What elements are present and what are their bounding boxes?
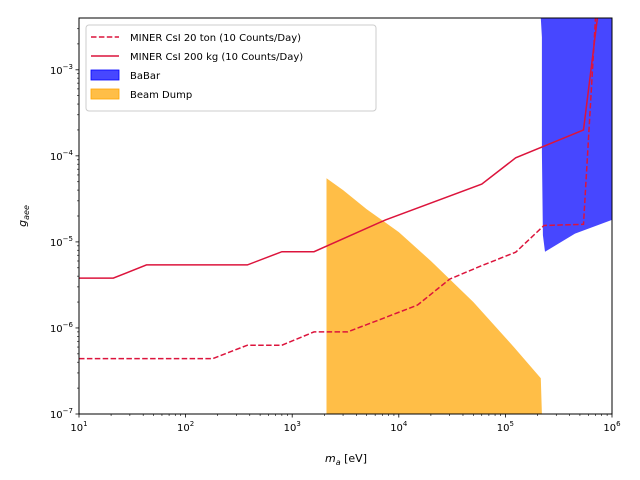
legend-label-miner-csi-200-kg-10-counts-day: MINER CsI 200 kg (10 Counts/Day) [130, 52, 303, 63]
x-tick-label: 105 [497, 420, 514, 434]
y-tick-label: 10−6 [50, 321, 74, 335]
x-tick-label: 106 [603, 420, 621, 434]
y-tick-label: 10−5 [50, 235, 73, 249]
y-tick-label: 10−4 [50, 149, 74, 163]
x-axis-label: ma [eV] [325, 452, 367, 467]
x-tick-label: 102 [177, 420, 194, 434]
area-layer [326, 18, 612, 414]
legend-box [85, 24, 377, 112]
legend-label-miner-csi-20-ton-10-counts-day: MINER CsI 20 ton (10 Counts/Day) [130, 33, 301, 44]
babar-area [540, 18, 612, 252]
legend-swatch-babar [90, 69, 120, 81]
y-tick-label: 10−7 [50, 407, 73, 421]
legend-label-babar: BaBar [130, 71, 161, 82]
legend: MINER CsI 20 ton (10 Counts/Day) MINER Cs… [85, 24, 377, 112]
miner-csi-20-ton-10-counts-day-line [79, 18, 597, 360]
line-layer [79, 18, 599, 360]
beam-dump-area [326, 178, 542, 414]
miner-csi-200-kg-10-counts-day-line [79, 18, 599, 279]
legend-label-beam-dump: Beam Dump [130, 90, 192, 101]
x-tick-label: 103 [284, 420, 301, 434]
tick-layer: 101 102 103 104 105 106 10−7 10−6 10−5 10−4 10−3 [50, 28, 621, 434]
legend-swatch-beam-dump [90, 88, 120, 100]
x-tick-label: 104 [390, 420, 408, 434]
x-tick-label: 101 [70, 420, 87, 434]
y-tick-label: 10−3 [50, 63, 73, 77]
y-axis-label: gaee [16, 205, 31, 227]
